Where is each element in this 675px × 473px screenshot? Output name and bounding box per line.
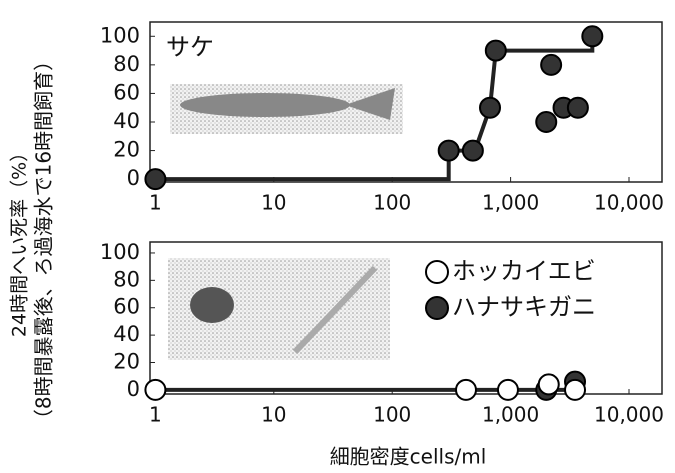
crab-shape bbox=[190, 287, 234, 323]
x-tick-label: 1,000 bbox=[482, 191, 539, 215]
data-point bbox=[144, 378, 167, 401]
y-tick-label: 100 bbox=[100, 240, 140, 264]
y-tick-label: 80 bbox=[113, 267, 140, 291]
data-point bbox=[461, 139, 484, 162]
data-point bbox=[566, 96, 589, 119]
y-tick-label: 40 bbox=[113, 109, 140, 133]
x-tick-label: 1 bbox=[149, 191, 162, 215]
data-point bbox=[564, 378, 587, 401]
x-tick-label: 10 bbox=[261, 191, 286, 215]
y-tick-label: 0 bbox=[127, 166, 140, 190]
data-point bbox=[454, 378, 477, 401]
y-tick-label: 100 bbox=[100, 23, 140, 47]
x-axis-title: 細胞密度cells/ml bbox=[330, 445, 487, 469]
x-tick-label: 1 bbox=[149, 403, 162, 427]
legend-marker bbox=[425, 296, 449, 320]
plot-frame bbox=[149, 21, 663, 183]
x-tick-label: 1,000 bbox=[482, 403, 539, 427]
data-point bbox=[479, 96, 502, 119]
shrimp-shape bbox=[292, 265, 378, 355]
data-point bbox=[484, 39, 507, 62]
y-axis-title: 24時間へい死率（%） bbox=[9, 143, 31, 337]
legend-label: ホッカイエビ bbox=[452, 257, 596, 285]
y-axis-title: （8時間暴露後、ろ過海水で16時間飼育） bbox=[32, 51, 56, 429]
panel-title: サケ bbox=[166, 33, 214, 61]
x-tick-label: 100 bbox=[373, 403, 411, 427]
x-tick-label: 10,000 bbox=[594, 191, 664, 215]
fish-shape bbox=[180, 93, 350, 117]
data-point bbox=[144, 168, 167, 191]
data-point bbox=[537, 373, 560, 396]
legend-label: ハナサキガニ bbox=[452, 293, 596, 321]
x-tick-label: 10,000 bbox=[594, 403, 664, 427]
data-point bbox=[437, 139, 460, 162]
x-tick-label: 10 bbox=[261, 403, 286, 427]
y-tick-label: 20 bbox=[113, 138, 140, 162]
y-tick-label: 0 bbox=[127, 377, 140, 401]
legend-marker bbox=[425, 260, 449, 284]
y-tick-label: 60 bbox=[113, 295, 140, 319]
y-tick-label: 80 bbox=[113, 52, 140, 76]
data-point bbox=[581, 25, 604, 48]
data-point bbox=[540, 53, 563, 76]
y-tick-label: 60 bbox=[113, 80, 140, 104]
y-tick-label: 40 bbox=[113, 322, 140, 346]
fish-tail bbox=[345, 88, 395, 120]
x-tick-label: 100 bbox=[373, 191, 411, 215]
plot-frame bbox=[149, 241, 663, 395]
data-point bbox=[535, 111, 558, 133]
step-line bbox=[155, 36, 595, 182]
y-tick-label: 20 bbox=[113, 350, 140, 374]
data-point bbox=[496, 378, 519, 401]
